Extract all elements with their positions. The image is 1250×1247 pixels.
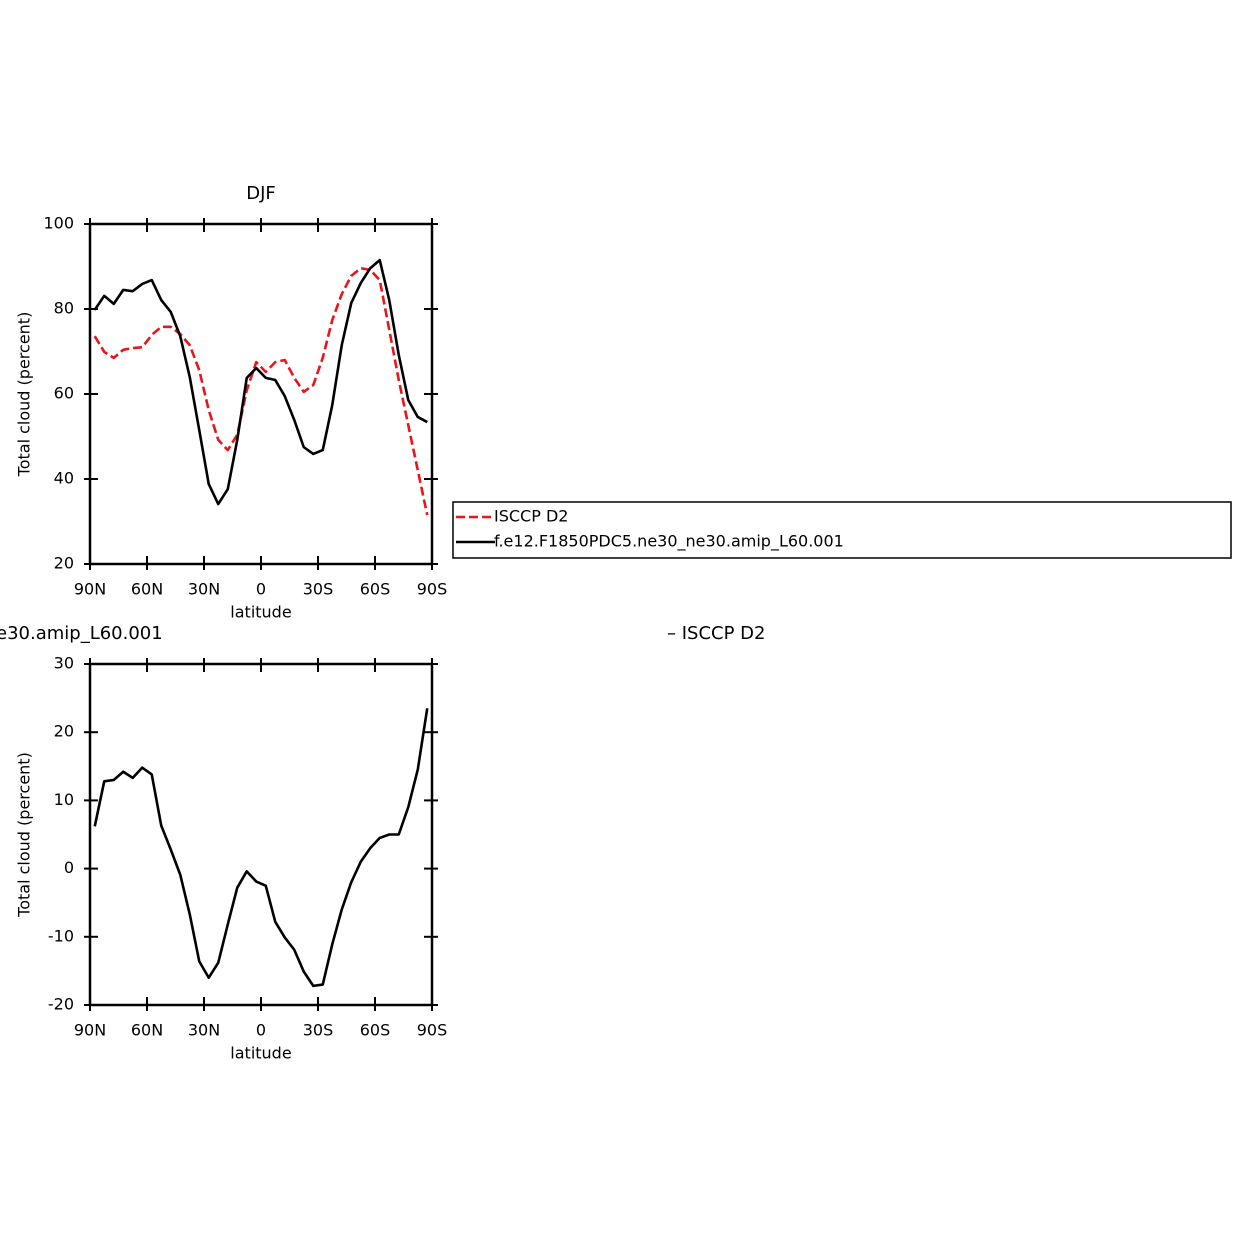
x-tick-label: 30N [188, 580, 220, 599]
x-tick-label: 0 [256, 580, 266, 599]
x-tick-label: 60N [131, 1021, 163, 1040]
x-tick-label: 90N [74, 580, 106, 599]
y-tick-label: 80 [54, 299, 74, 318]
plot-frame [88, 222, 434, 566]
chart-title: – ISCCP D2 [667, 623, 765, 644]
y-axis-label: Total cloud (percent) [15, 752, 34, 918]
legend-label: f.e12.F1850PDC5.ne30_ne30.amip_L60.001 [494, 532, 844, 552]
x-tick-label: 90S [417, 1021, 448, 1040]
y-tick-label: 0 [64, 858, 74, 877]
x-tick-label: 90S [417, 580, 448, 599]
y-tick-label: 20 [54, 554, 74, 573]
x-tick-label: 60S [360, 580, 391, 599]
y-axis-label: Total cloud (percent) [15, 312, 34, 478]
y-tick-label: 10 [54, 790, 74, 809]
x-tick-label: 30S [303, 580, 334, 599]
y-tick-label: -20 [48, 995, 74, 1014]
x-axis-label: latitude [230, 1044, 291, 1063]
data-line [93, 266, 429, 516]
chart-title: e30.amip_L60.001 [0, 623, 163, 644]
x-tick-label: 90N [74, 1021, 106, 1040]
x-tick-label: 30S [303, 1021, 334, 1040]
y-tick-label: 20 [54, 722, 74, 741]
legend-box [452, 501, 1232, 559]
data-line [93, 708, 429, 988]
y-tick-label: 30 [54, 654, 74, 673]
y-tick-label: 60 [54, 384, 74, 403]
legend-label: ISCCP D2 [494, 507, 568, 526]
data-line [93, 258, 428, 506]
y-tick-label: 100 [43, 214, 74, 233]
plot-frame [88, 662, 434, 1007]
x-axis-label: latitude [230, 603, 291, 622]
y-tick-label: 40 [54, 469, 74, 488]
x-tick-label: 0 [256, 1021, 266, 1040]
x-tick-label: 60S [360, 1021, 391, 1040]
x-tick-label: 60N [131, 580, 163, 599]
y-tick-label: -10 [48, 926, 74, 945]
x-tick-label: 30N [188, 1021, 220, 1040]
chart-title: DJF [246, 183, 276, 204]
